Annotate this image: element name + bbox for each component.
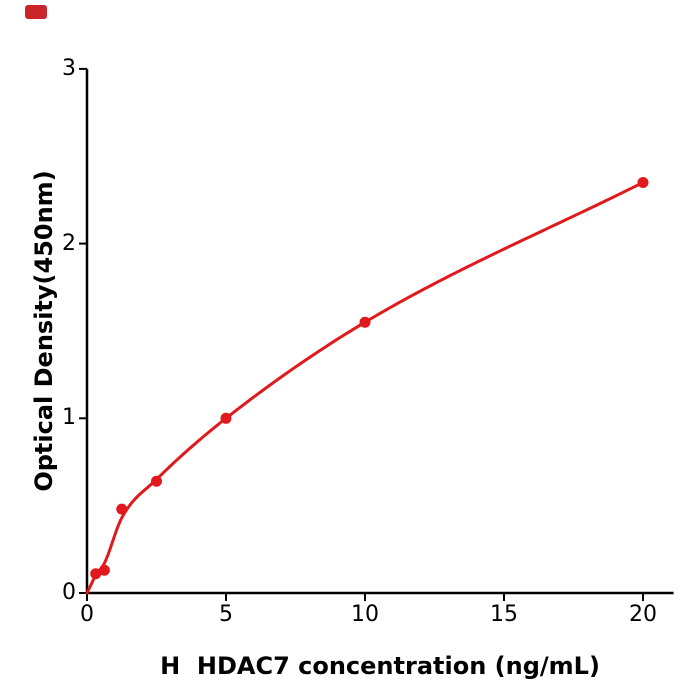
x-tick-label: 5 <box>219 602 233 627</box>
x-tick-label: 20 <box>629 602 657 627</box>
data-point <box>359 316 371 328</box>
red-corner-logo-mark <box>25 5 47 19</box>
x-tick-label: 15 <box>490 602 518 627</box>
fit-curve <box>85 180 645 595</box>
y-tick-label: 1 <box>62 405 76 431</box>
data-point <box>637 176 649 188</box>
data-point <box>98 564 110 576</box>
data-point <box>151 475 162 487</box>
x-tick-label: 0 <box>80 602 94 627</box>
data-point <box>220 412 232 424</box>
y-tick-label: 0 <box>62 580 76 605</box>
y-axis-label: Optical Density(450nm) <box>30 170 58 492</box>
data-point <box>116 503 128 515</box>
data-point <box>90 568 102 580</box>
x-tick-label: 10 <box>351 602 379 627</box>
y-tick-label: 3 <box>62 55 76 81</box>
y-tick-label: 2 <box>62 230 76 256</box>
x-axis-label: H HDAC7 concentration (ng/mL) <box>160 652 600 680</box>
